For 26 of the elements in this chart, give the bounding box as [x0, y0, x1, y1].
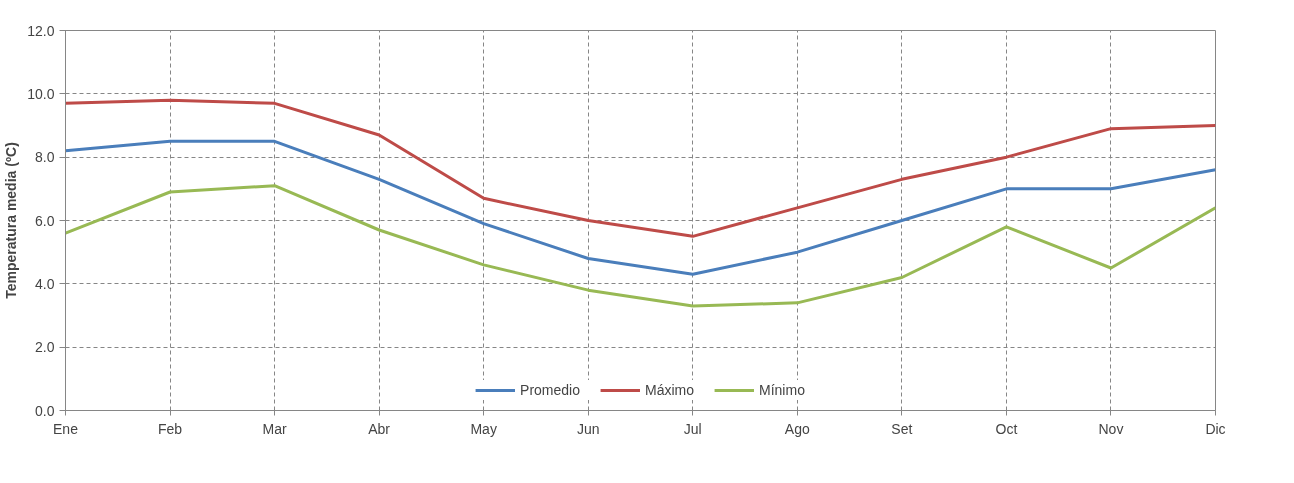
- y-tick-label: 4.0: [35, 275, 55, 292]
- y-tick-label: 8.0: [35, 149, 55, 166]
- x-tick-label: Nov: [1098, 420, 1124, 437]
- x-tick-label: Ene: [53, 420, 79, 437]
- y-tick-label: 0.0: [35, 402, 55, 419]
- x-tick-label: Set: [891, 420, 913, 437]
- x-tick-label: Ago: [784, 420, 810, 437]
- legend-label: Mínimo: [759, 382, 805, 398]
- legend-label: Máximo: [645, 382, 695, 398]
- x-tick-label: May: [470, 420, 497, 437]
- y-tick-label: 10.0: [27, 85, 55, 102]
- x-tick-label: Oct: [995, 420, 1018, 437]
- x-tick-label: Feb: [157, 420, 183, 437]
- y-tick-label: 6.0: [35, 212, 55, 229]
- line-series: [65, 139, 1216, 276]
- y-tick-label: 2.0: [35, 339, 55, 356]
- legend-label: Promedio: [520, 382, 580, 398]
- y-axis-title: Temperatura media (ºC): [3, 142, 20, 299]
- line-series: [65, 184, 1216, 308]
- x-tick-label: Abr: [368, 420, 391, 437]
- y-tick-label: 12.0: [27, 22, 55, 39]
- x-tick-label: Mar: [262, 420, 287, 437]
- x-tick-label: Jun: [576, 420, 600, 437]
- x-tick-label: Dic: [1205, 420, 1226, 437]
- x-tick-label: Jul: [683, 420, 702, 437]
- line-series: [65, 98, 1216, 238]
